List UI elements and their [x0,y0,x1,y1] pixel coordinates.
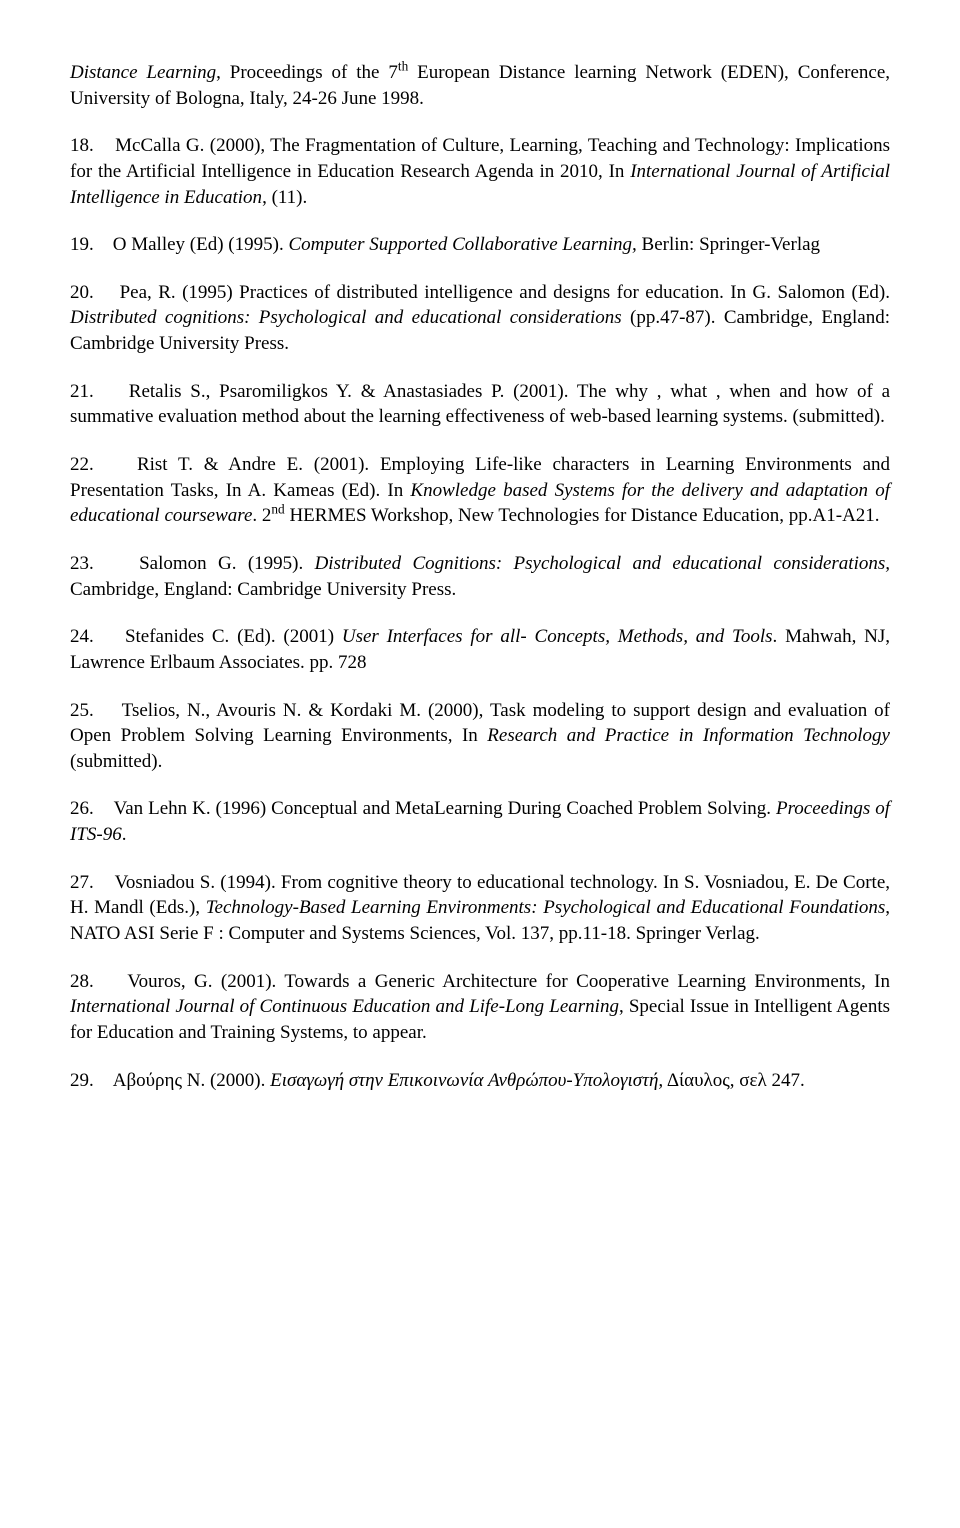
reference-text: Van Lehn K. (1996) Conceptual and MetaLe… [114,798,776,819]
reference-number: 26. [70,798,94,819]
reference-title: Research and Practice in Information Tec… [487,725,890,746]
reference-number: 18. [70,135,94,156]
reference-number: 29. [70,1070,94,1091]
reference-text: Cambridge, England: Cambridge University… [70,579,456,600]
ordinal-suffix: th [398,59,408,74]
reference-title: Distributed Cognitions: Psychological an… [315,553,890,574]
reference-item: 18. McCalla G. (2000), The Fragmentation… [70,133,890,210]
reference-text: O Malley (Ed) (1995). [113,234,289,255]
reference-text: . [122,824,127,845]
reference-item: 29. Αβούρης Ν. (2000). Εισαγωγή στην Επι… [70,1068,890,1094]
reference-title: Technology-Based Learning Environments: … [206,897,886,918]
reference-number: 28. [70,971,94,992]
reference-item: 26. Van Lehn K. (1996) Conceptual and Me… [70,796,890,847]
reference-number: 19. [70,234,94,255]
reference-number: 22. [70,454,94,475]
reference-number: 24. [70,626,94,647]
reference-text: Pea, R. (1995) Practices of distributed … [120,282,890,303]
reference-text: Vouros, G. (2001). Towards a Generic Arc… [127,971,890,992]
reference-item: 19. O Malley (Ed) (1995). Computer Suppo… [70,232,890,258]
ordinal-suffix: nd [271,502,284,517]
reference-item: 27. Vosniadou S. (1994). From cognitive … [70,870,890,947]
reference-number: 27. [70,872,94,893]
reference-text: Salomon G. (1995). [139,553,314,574]
reference-item: 23. Salomon G. (1995). Distributed Cogni… [70,551,890,602]
reference-text: , Proceedings of the 7 [216,62,398,83]
reference-number: 23. [70,553,94,574]
reference-item: 21. Retalis S., Psaromiligkos Y. & Anast… [70,379,890,430]
reference-text: , (11). [262,187,307,208]
reference-text: . 2 [252,505,271,526]
reference-item: 28. Vouros, G. (2001). Towards a Generic… [70,969,890,1046]
reference-text: Berlin: Springer-Verlag [637,234,820,255]
reference-item: 24. Stefanides C. (Ed). (2001) User Inte… [70,624,890,675]
reference-title: Computer Supported Collaborative Learnin… [288,234,636,255]
reference-text: Αβούρης Ν. (2000). [113,1070,270,1091]
reference-continuation: Distance Learning, Proceedings of the 7t… [70,60,890,111]
reference-title: Εισαγωγή στην Επικοινωνία Ανθρώπου-Υπολο… [270,1070,663,1091]
reference-text: Retalis S., Psaromiligkos Y. & Anastasia… [70,381,890,428]
reference-number: 20. [70,282,94,303]
reference-item: 22. Rist T. & Andre E. (2001). Employing… [70,452,890,529]
reference-number: 21. [70,381,94,402]
reference-text: HERMES Workshop, New Technologies for Di… [285,505,880,526]
reference-text: Distance Learning [70,62,216,83]
reference-text: (submitted). [70,751,162,772]
reference-item: 20. Pea, R. (1995) Practices of distribu… [70,280,890,357]
reference-title: International Journal of Continuous Educ… [70,996,619,1017]
reference-item: 25. Tselios, N., Avouris N. & Kordaki M.… [70,698,890,775]
reference-title: Distributed cognitions: Psychological an… [70,307,622,328]
reference-number: 25. [70,700,94,721]
reference-text: Stefanides C. (Ed). (2001) [125,626,342,647]
reference-text: Δίαυλος, σελ 247. [663,1070,805,1091]
reference-title: User Interfaces for all- Concepts, Metho… [342,626,773,647]
